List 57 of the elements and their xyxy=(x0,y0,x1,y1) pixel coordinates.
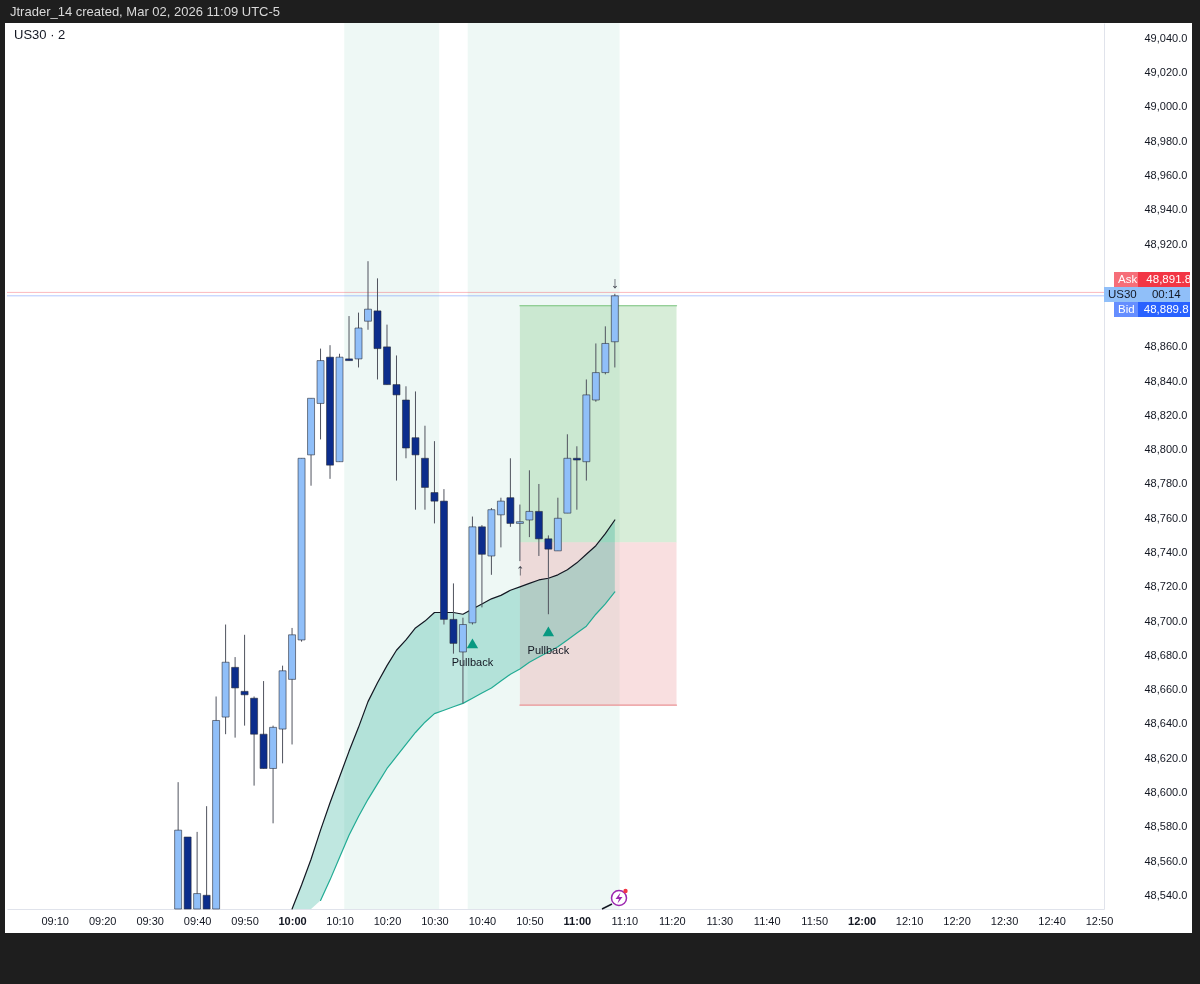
y-tick-label: 48,600.0 xyxy=(1144,785,1188,798)
x-tick-label: 09:10 xyxy=(41,914,69,927)
x-tick-label: 11:20 xyxy=(658,914,686,927)
x-tick-label: 12:50 xyxy=(1085,914,1114,927)
text: Jtrader_14 created, Mar 02, 2026 11:09 UTC-5 xyxy=(10,4,281,19)
x-tick-label: 10:10 xyxy=(326,914,354,927)
annotation: ↑ xyxy=(515,560,524,578)
y-tick-label: 49,040.0 xyxy=(1144,31,1188,44)
y-tick-label: 48,860.0 xyxy=(1144,340,1188,353)
y-tick-label: 48,700.0 xyxy=(1144,614,1188,627)
x-tick-label: 09:20 xyxy=(88,914,117,927)
y-tick-label: 48,940.0 xyxy=(1144,203,1188,216)
x-tick-label: 12:20 xyxy=(943,914,971,927)
x-tick-label: 11:40 xyxy=(753,914,781,927)
text: US30 00:14 xyxy=(1104,286,1190,302)
x-tick-label: 10:40 xyxy=(468,914,497,927)
y-tick-label: 48,840.0 xyxy=(1144,374,1188,387)
candlestick xyxy=(240,634,249,727)
y-tick-label: 48,780.0 xyxy=(1144,477,1188,490)
y-tick-label: 48,560.0 xyxy=(1144,854,1188,867)
y-tick-label: 48,980.0 xyxy=(1144,134,1188,147)
x-tick-label: 10:00 xyxy=(278,914,307,927)
y-tick-label: 48,820.0 xyxy=(1144,408,1188,421)
y-tick-label: 49,000.0 xyxy=(1144,100,1188,113)
y-tick-label: 48,960.0 xyxy=(1144,169,1188,182)
y-tick-label: 48,920.0 xyxy=(1144,237,1188,250)
y-tick-label: 49,020.0 xyxy=(1144,66,1188,79)
x-tick-label: 10:50 xyxy=(516,914,544,927)
y-tick-label: 48,720.0 xyxy=(1144,580,1188,593)
series-label: Pullback xyxy=(451,656,494,669)
y-tick-label: 48,580.0 xyxy=(1144,820,1188,833)
x-tick-label: 12:40 xyxy=(1038,914,1066,927)
x-tick-label: 11:50 xyxy=(801,914,829,927)
x-tick-label: 11:10 xyxy=(611,914,639,927)
x-tick-label: 09:40 xyxy=(183,914,212,927)
x-tick-label: 11:00 xyxy=(563,914,592,927)
x-tick-label: 12:00 xyxy=(848,914,877,927)
y-tick-label: 48,680.0 xyxy=(1144,648,1188,661)
y-tick-label: 48,740.0 xyxy=(1144,546,1188,559)
x-tick-label: 09:50 xyxy=(231,914,259,927)
y-tick-label: 48,660.0 xyxy=(1144,683,1188,696)
x-tick-label: 12:30 xyxy=(990,914,1019,927)
y-tick-label: 48,540.0 xyxy=(1144,888,1188,901)
x-tick-label: 09:30 xyxy=(136,914,164,927)
line-series xyxy=(319,591,616,902)
x-tick-label: 12:10 xyxy=(895,914,924,927)
x-tick-label: 11:30 xyxy=(706,914,734,927)
chart-title: US30 · 2 xyxy=(14,27,66,42)
y-tick-label: 48,800.0 xyxy=(1144,443,1188,456)
y-tick-label: 48,760.0 xyxy=(1144,511,1188,524)
ref-line-label: Bid 48,889.8 xyxy=(1114,301,1190,317)
annotation: ↓ xyxy=(610,274,619,292)
x-tick-label: 10:20 xyxy=(373,914,402,927)
y-tick-label: 48,640.0 xyxy=(1144,717,1188,730)
y-tick-label: 48,620.0 xyxy=(1144,751,1188,764)
x-tick-label: 10:30 xyxy=(421,914,449,927)
ref-line-label: Ask 48,891.8 xyxy=(1114,271,1192,287)
